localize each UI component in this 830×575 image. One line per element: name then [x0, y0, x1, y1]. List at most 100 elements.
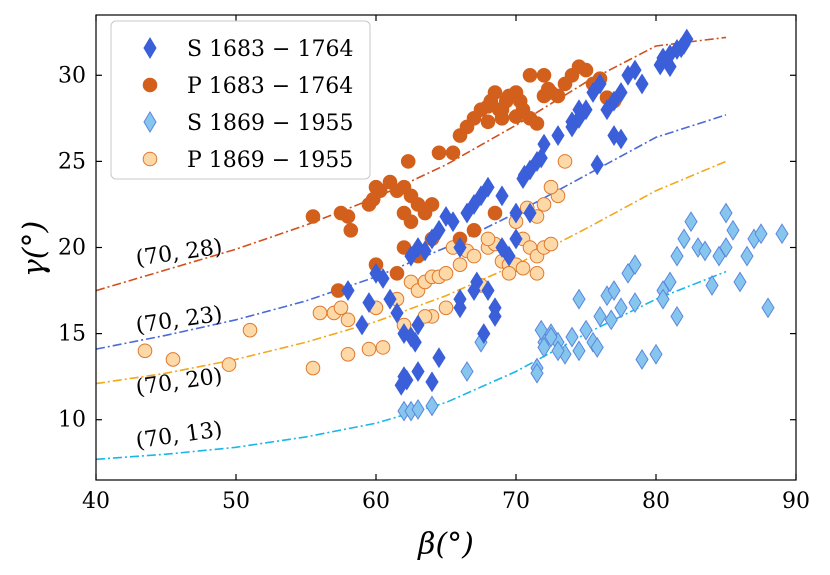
data-point	[487, 85, 503, 100]
data-point	[590, 336, 604, 358]
data-point	[480, 114, 496, 130]
data-point	[740, 245, 754, 267]
data-point	[761, 297, 775, 319]
data-point	[432, 347, 446, 369]
data-point	[604, 309, 618, 331]
data-point	[593, 73, 607, 95]
data-point	[670, 305, 684, 327]
data-point	[628, 254, 642, 276]
data-point	[488, 297, 502, 319]
legend-label: S 1869 − 1955	[187, 111, 353, 136]
data-point	[340, 209, 356, 224]
series-group	[397, 202, 789, 422]
legend-marker	[143, 37, 157, 59]
data-point	[481, 280, 495, 301]
data-point	[340, 346, 356, 362]
data-point	[565, 326, 579, 348]
data-point	[494, 102, 510, 118]
data-point	[403, 214, 419, 229]
legend-entry: P 1869 − 1955	[142, 148, 353, 173]
x-tick-label: 70	[502, 489, 530, 514]
legend-entry: P 1683 − 1764	[142, 74, 353, 99]
data-point	[534, 147, 548, 169]
data-point	[628, 59, 642, 81]
data-point	[165, 352, 181, 367]
data-point	[529, 266, 545, 281]
data-point	[432, 219, 446, 241]
legend-box	[110, 20, 371, 180]
data-point	[361, 341, 377, 357]
data-point	[557, 154, 573, 169]
data-point	[775, 223, 789, 245]
curve-label: (70, 20)	[134, 364, 224, 401]
data-point	[733, 271, 747, 293]
x-tick-label: 80	[642, 489, 670, 514]
curve-label: (70, 13)	[134, 417, 224, 454]
data-point	[502, 245, 516, 267]
data-point	[431, 145, 447, 161]
data-point	[572, 340, 586, 362]
data-point	[614, 297, 628, 319]
series-group	[341, 28, 694, 396]
data-point	[551, 340, 565, 362]
data-point	[411, 398, 425, 420]
y-tick-label: 15	[58, 322, 86, 347]
data-point	[670, 245, 684, 267]
data-point	[333, 300, 349, 316]
data-point	[501, 266, 517, 281]
data-point	[579, 319, 593, 341]
data-point	[438, 300, 454, 316]
data-point	[400, 154, 416, 169]
data-point	[530, 362, 544, 384]
data-point	[537, 336, 551, 358]
data-point	[425, 395, 439, 417]
x-tick-label: 90	[782, 489, 810, 514]
data-point	[653, 54, 667, 76]
data-point	[137, 343, 153, 359]
data-point	[425, 371, 439, 393]
data-point	[411, 361, 425, 382]
data-point	[572, 99, 586, 121]
series-group	[137, 154, 573, 376]
legend-marker	[142, 151, 158, 167]
data-point	[466, 222, 482, 238]
data-point	[550, 88, 566, 104]
data-point	[523, 202, 537, 224]
data-point	[453, 297, 467, 319]
data-point	[389, 266, 405, 281]
data-point	[544, 326, 558, 348]
y-tick-label: 10	[58, 408, 86, 433]
data-point	[537, 133, 551, 155]
data-point	[242, 322, 258, 338]
data-point	[677, 228, 691, 250]
data-point	[466, 248, 482, 264]
data-point	[543, 179, 559, 195]
curve-label: (70, 23)	[134, 302, 224, 339]
data-point	[572, 288, 586, 310]
data-point	[635, 73, 649, 95]
data-point	[590, 154, 604, 176]
y-tick-label: 20	[58, 236, 86, 261]
x-axis-label: β(°)	[417, 527, 474, 562]
legend-entry: S 1683 − 1764	[143, 37, 353, 62]
data-point	[375, 340, 391, 355]
data-point	[372, 183, 388, 198]
y-tick-label: 30	[58, 63, 86, 88]
data-point	[536, 197, 552, 212]
curve-line	[95, 160, 727, 385]
data-point	[628, 292, 642, 314]
data-point	[445, 145, 461, 161]
data-point	[726, 219, 740, 241]
data-points	[137, 28, 789, 422]
legend-label: P 1683 − 1764	[187, 74, 353, 99]
data-point	[578, 62, 594, 78]
data-point	[593, 305, 607, 327]
data-point	[452, 257, 468, 273]
legend-marker	[143, 111, 157, 133]
data-point	[460, 361, 474, 382]
data-point	[408, 331, 422, 353]
series-group	[305, 59, 622, 298]
data-point	[411, 314, 425, 336]
data-point	[305, 360, 321, 376]
data-point	[487, 205, 503, 221]
